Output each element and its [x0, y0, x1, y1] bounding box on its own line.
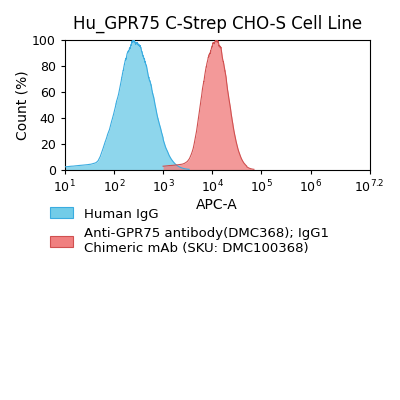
- Y-axis label: Count (%): Count (%): [15, 70, 29, 140]
- Legend: Human IgG, Anti-GPR75 antibody(DMC368); IgG1
Chimeric mAb (SKU: DMC100368): Human IgG, Anti-GPR75 antibody(DMC368); …: [47, 205, 332, 258]
- Title: Hu_GPR75 C-Strep CHO-S Cell Line: Hu_GPR75 C-Strep CHO-S Cell Line: [73, 15, 362, 33]
- X-axis label: APC-A: APC-A: [196, 198, 238, 212]
